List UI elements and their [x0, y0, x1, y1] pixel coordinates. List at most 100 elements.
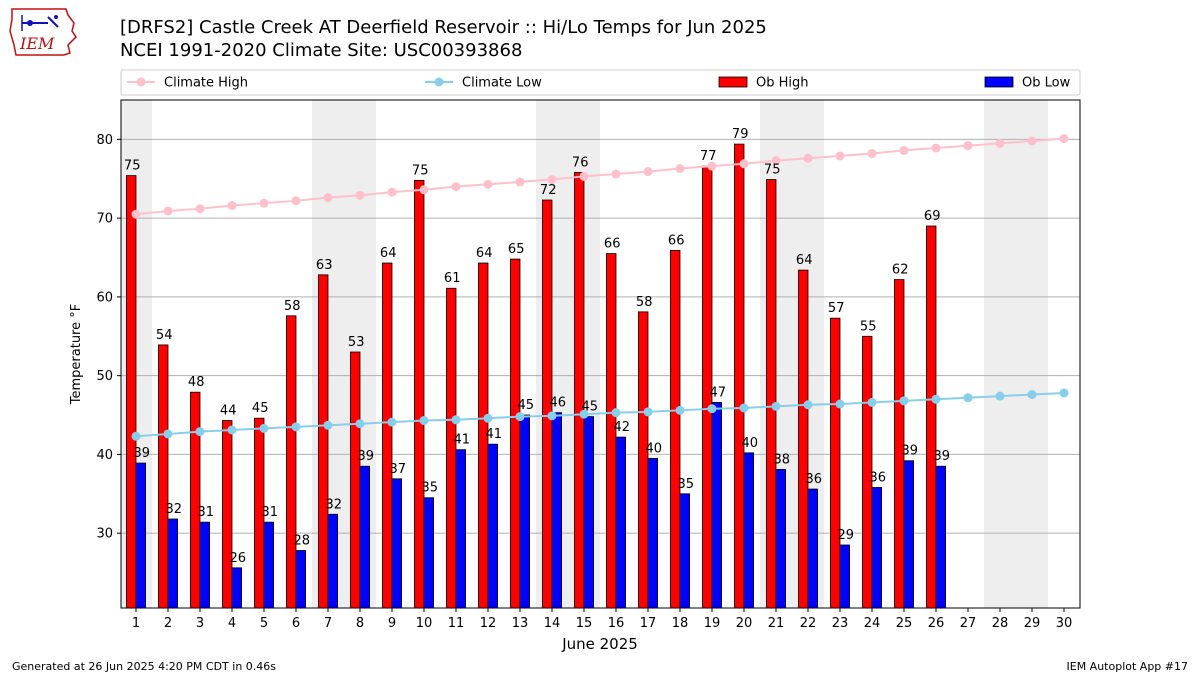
- climate-high-point: [579, 171, 589, 181]
- ob-high-bar: [766, 179, 777, 609]
- bar-value-label: 64: [476, 246, 493, 261]
- ob-low-bar: [871, 487, 883, 609]
- y-axis-label: Temperature °F: [69, 304, 84, 405]
- bar-value-label: 32: [326, 497, 343, 512]
- bars: [126, 143, 947, 609]
- climate-high-point: [547, 175, 557, 185]
- bar-value-label: 75: [124, 159, 141, 174]
- climate-low-point: [771, 401, 781, 411]
- bar-value-label: 45: [582, 400, 599, 415]
- bar-value-label: 66: [668, 233, 685, 248]
- bar-value-label: 35: [678, 477, 695, 492]
- x-tick-label: 2: [164, 616, 172, 631]
- y-tick-label: 40: [96, 448, 113, 463]
- ob-high-bar: [317, 274, 329, 609]
- bar-value-label: 46: [550, 396, 567, 411]
- bar-value-label: 42: [614, 420, 631, 435]
- weekend-shade: [984, 100, 1016, 608]
- ob-low-bar: [455, 449, 467, 609]
- climate-high-point: [1027, 136, 1037, 146]
- climate-high-point: [931, 143, 941, 153]
- bar-value-label: 64: [796, 253, 813, 268]
- legend-box: [120, 69, 1081, 96]
- x-tick-label: 14: [544, 616, 561, 631]
- bar-value-label: 44: [220, 404, 237, 419]
- climate-high-point: [323, 193, 333, 203]
- bar-value-label: 39: [902, 444, 919, 459]
- bar-value-label: 61: [444, 271, 461, 286]
- ob-low-bar: [391, 478, 403, 609]
- x-tick-label: 3: [196, 616, 204, 631]
- chart-subtitle: NCEI 1991-2020 Climate Site: USC00393868: [120, 40, 523, 61]
- ob-high-bar: [509, 258, 521, 609]
- bar-value-label: 62: [892, 263, 909, 278]
- climate-low-point: [259, 423, 269, 433]
- bar-value-label: 41: [454, 433, 471, 448]
- ob-low-bar: [295, 550, 307, 609]
- climate-low-point: [451, 415, 461, 425]
- bar-value-label: 40: [646, 441, 663, 456]
- x-tick-label: 13: [512, 616, 529, 631]
- chart-title: [DRFS2] Castle Creek AT Deerfield Reserv…: [120, 17, 767, 38]
- climate-low-point: [355, 419, 365, 429]
- climate-high-point: [259, 198, 269, 208]
- bar-value-label: 53: [348, 335, 365, 350]
- x-tick-label: 5: [260, 616, 268, 631]
- x-tick-label: 20: [736, 616, 753, 631]
- ob-low-bar: [167, 518, 179, 609]
- plot-frame: [120, 99, 1081, 609]
- ob-low-bar: [487, 443, 499, 609]
- legend-marker: [434, 77, 444, 87]
- bar-value-label: 32: [166, 502, 183, 517]
- climate-low-point: [707, 404, 717, 414]
- x-tick-label: 8: [356, 616, 364, 631]
- ob-low-bar: [199, 521, 211, 609]
- bar-value-label: 58: [636, 295, 653, 310]
- climate-low-point: [419, 416, 429, 426]
- ob-low-bar: [135, 462, 147, 609]
- bar-value-label: 39: [934, 449, 951, 464]
- iowa-state-outline-icon: IEM: [9, 8, 77, 56]
- climate-high-point: [867, 149, 877, 159]
- bar-value-label: 79: [732, 127, 749, 142]
- climate-high-point: [227, 201, 237, 211]
- bar-value-label: 31: [262, 505, 279, 520]
- climate-low-point: [835, 399, 845, 409]
- x-tick-label: 15: [576, 616, 593, 631]
- climate-high-point: [995, 138, 1005, 148]
- legend-label: Climate High: [164, 76, 248, 91]
- climate-high-point: [771, 156, 781, 166]
- climate-low-point: [675, 405, 685, 415]
- climate-low-point: [323, 420, 333, 430]
- climate-high-point: [739, 159, 749, 169]
- ob-high-bar: [670, 250, 681, 609]
- ob-low-bar: [935, 465, 947, 609]
- climate-low-point: [611, 408, 621, 418]
- ob-high-bar: [381, 262, 393, 609]
- x-tick-label: 23: [832, 616, 849, 631]
- climate-low-point: [131, 431, 141, 441]
- ob-low-bar: [327, 513, 339, 609]
- ob-high-bar: [574, 172, 585, 609]
- climate-high-point: [899, 145, 909, 155]
- y-tick-label: 50: [96, 369, 113, 384]
- climate-high-point: [963, 141, 973, 151]
- legend-label: Ob Low: [1022, 76, 1071, 91]
- bar-value-label: 41: [486, 427, 503, 442]
- climate-lines: [131, 134, 1069, 441]
- bar-value-label: 55: [860, 319, 877, 334]
- ob-high-bar: [189, 391, 201, 609]
- ob-high-bar: [126, 175, 137, 609]
- climate-low-point: [803, 400, 813, 410]
- climate-low-point: [995, 391, 1005, 401]
- x-tick-label: 19: [704, 616, 721, 631]
- ob-high-bar: [221, 420, 233, 609]
- bar-value-label: 29: [838, 528, 855, 543]
- climate-high-point: [611, 169, 621, 179]
- ob-low-bar: [263, 521, 275, 609]
- x-tick-label: 25: [896, 616, 913, 631]
- climate-low-point: [867, 397, 877, 407]
- ob-high-bar: [638, 311, 649, 609]
- ob-low-bar: [583, 416, 595, 609]
- x-tick-label: 26: [928, 616, 945, 631]
